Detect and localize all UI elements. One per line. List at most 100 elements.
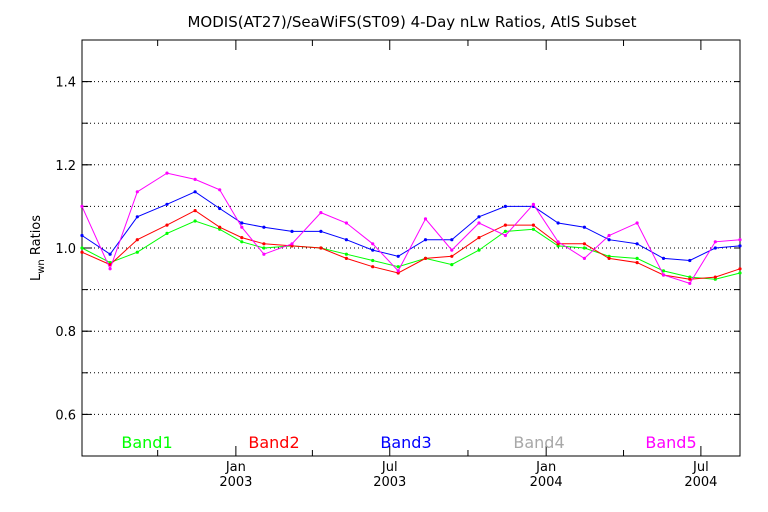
legend-label-band1: Band1 [121,433,172,452]
data-point-band2 [582,242,587,246]
data-point-band5 [423,217,428,221]
data-point-band5 [688,281,692,285]
data-point-band3 [661,256,666,260]
y-tick-label: 1.0 [55,242,76,257]
data-point-band5 [371,242,375,246]
data-point-band1 [240,240,244,244]
data-point-band5 [582,256,587,260]
data-point-band5 [218,188,222,192]
data-point-band5 [713,240,717,244]
data-point-band1 [450,263,454,267]
data-point-band1 [262,246,266,250]
data-point-band5 [193,177,197,181]
data-point-band1 [582,246,587,250]
data-point-band2 [423,256,428,260]
data-point-band5 [661,273,666,277]
data-point-band5 [503,233,507,238]
data-point-band3 [240,221,244,225]
data-point-band2 [688,277,692,281]
data-point-band2 [450,254,454,258]
data-point-band3 [582,225,587,229]
data-point-band1 [661,269,666,273]
data-point-band3 [290,229,294,233]
data-point-band3 [477,215,481,219]
data-point-band3 [193,190,197,194]
data-point-band5 [135,190,139,194]
data-point-band3 [738,244,742,248]
data-point-band1 [396,265,400,269]
data-point-band2 [635,261,639,265]
data-point-band1 [344,252,348,256]
data-point-band2 [477,236,481,240]
data-point-band2 [319,246,323,250]
data-point-band3 [262,225,266,229]
data-point-band5 [262,252,266,256]
series-line-band1 [81,220,741,280]
data-point-band3 [503,204,507,208]
data-point-band1 [371,258,375,263]
data-point-band5 [607,233,611,238]
data-point-band3 [218,206,222,211]
data-point-band3 [607,238,611,242]
x-tick-month-label: Jan [535,460,556,475]
y-axis-label: Lwn Ratios [29,215,47,281]
y-tick-label: 0.6 [55,408,76,423]
data-point-band3 [319,229,323,233]
x-tick-year-label: 2003 [219,475,252,490]
data-point-band3 [556,221,560,225]
data-point-band3 [344,238,348,242]
series-line-band2 [81,210,741,280]
data-point-band1 [477,248,481,252]
legend-label-band4: Band4 [513,433,564,452]
y-tick-label: 1.2 [55,159,76,174]
data-point-band2 [262,242,266,246]
data-point-band3 [688,258,692,263]
data-point-band1 [165,231,169,235]
data-point-band1 [531,227,536,231]
data-point-band5 [240,225,244,229]
data-point-band1 [193,219,197,223]
y-tick-label: 0.8 [55,325,76,340]
data-point-band2 [607,256,611,260]
data-point-band2 [218,225,222,229]
series-line-band5 [81,172,741,284]
x-tick-month-label: Jul [692,460,709,475]
chart-title: MODIS(AT27)/SeaWiFS(ST09) 4-Day nLw Rati… [187,13,636,31]
data-point-band5 [556,240,560,244]
legend-label-band3: Band3 [380,433,431,452]
data-point-band5 [450,248,454,252]
x-tick-year-label: 2004 [530,475,563,490]
y-axis-label-suffix: Ratios [29,215,44,260]
legend-label-band5: Band5 [645,433,696,452]
data-point-band3 [135,215,139,219]
data-point-band5 [165,171,169,175]
data-point-band2 [80,250,84,254]
data-point-band2 [344,256,348,260]
data-point-band2 [193,209,197,213]
data-point-band5 [290,242,294,246]
data-point-band3 [165,202,169,206]
data-point-band5 [319,211,323,215]
x-tick-month-label: Jan [225,460,246,475]
x-tick-year-label: 2003 [373,475,406,490]
data-point-band2 [531,223,536,227]
data-point-band1 [738,271,742,275]
data-point-band3 [396,254,400,258]
x-tick-month-label: Jul [381,460,398,475]
data-point-band5 [108,267,112,271]
data-point-band2 [135,238,139,242]
data-point-band2 [240,236,244,240]
data-point-band5 [396,269,400,273]
y-tick-label: 1.4 [55,76,76,91]
data-point-band1 [635,256,639,260]
series-line-band3 [81,191,741,262]
data-point-band3 [108,252,112,256]
legend-label-band2: Band2 [248,433,299,452]
data-point-band5 [738,238,742,242]
data-point-band3 [80,233,84,238]
y-axis-label-main: L [29,273,44,281]
data-point-band2 [738,267,742,271]
data-point-band5 [531,202,536,206]
data-point-band5 [344,221,348,225]
